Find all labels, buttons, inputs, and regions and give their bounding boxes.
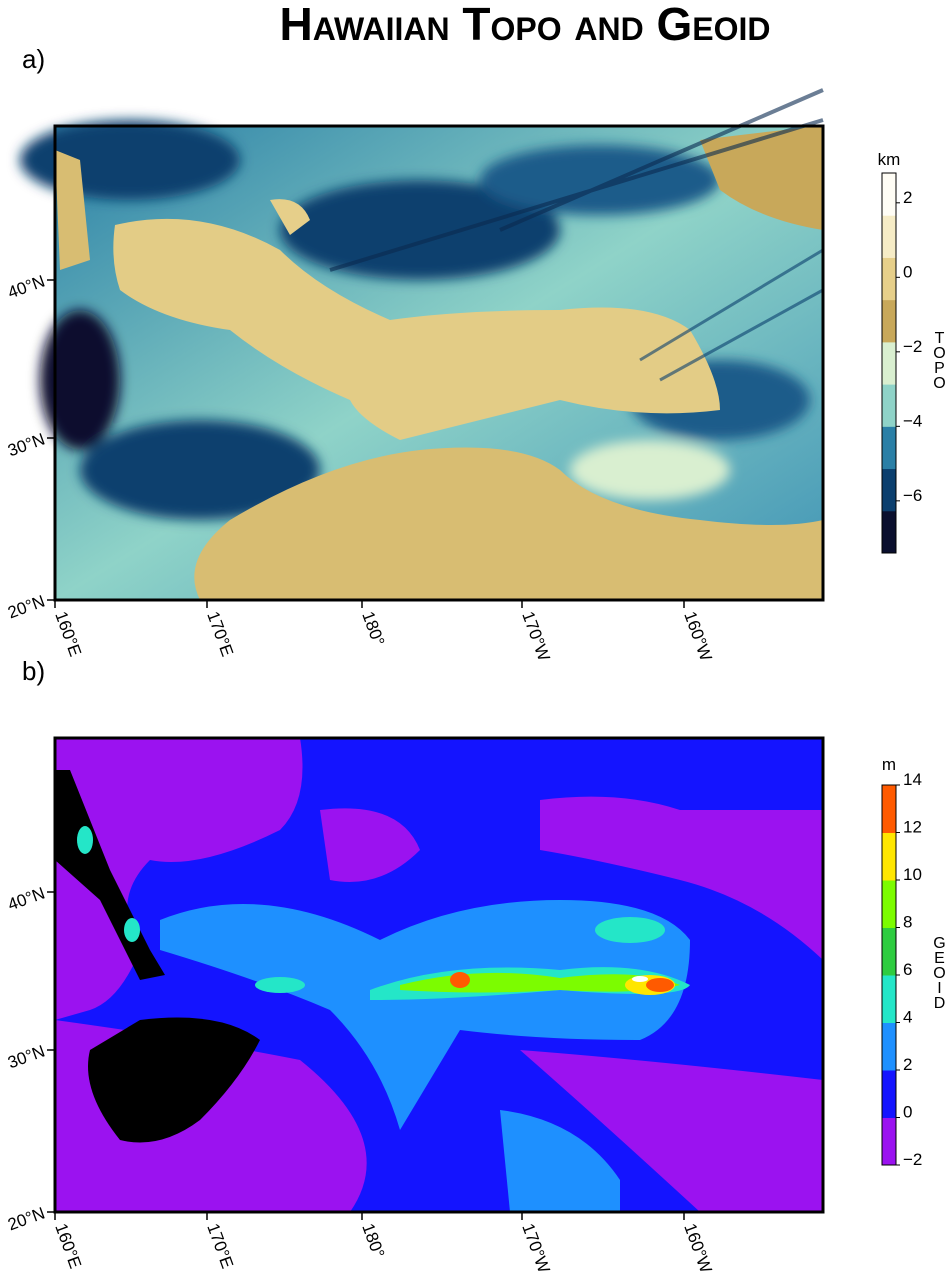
colorbar-tick-label: 0 xyxy=(903,1103,912,1122)
colorbar-label: GEOID xyxy=(931,935,946,1010)
topo-map xyxy=(20,88,824,600)
colorbar-swatch xyxy=(882,510,896,554)
colorbar-swatch xyxy=(882,384,896,427)
colorbar-swatch xyxy=(882,468,896,512)
lon-tick-label: 160°W xyxy=(680,609,715,664)
colorbar-tick-label: 2 xyxy=(903,188,912,207)
lon-tick-label: 160°E xyxy=(51,1221,85,1271)
lon-tick-label: 180° xyxy=(358,609,388,649)
lat-tick-label: 20°N xyxy=(5,1204,47,1235)
colorbar-swatch xyxy=(882,785,896,833)
colorbar-tick-label: −4 xyxy=(903,411,922,430)
colorbar-tick-label: −6 xyxy=(903,486,922,505)
lon-tick-label: 170°E xyxy=(203,609,237,659)
lat-tick-label: 40°N xyxy=(5,884,47,915)
panel-label: b) xyxy=(22,656,45,686)
colorbar-label: TOPO xyxy=(931,330,946,390)
lon-tick-label: 160°W xyxy=(680,1221,715,1276)
colorbar-swatch xyxy=(882,832,896,881)
colorbar-tick-label: 2 xyxy=(903,1055,912,1074)
colorbar-tick-label: 10 xyxy=(903,865,922,884)
lon-tick-label: 170°W xyxy=(518,1221,553,1276)
colorbar-swatch xyxy=(882,257,896,301)
panel-label: a) xyxy=(22,44,45,74)
colorbar-tick-label: 14 xyxy=(903,770,922,789)
colorbar-swatch xyxy=(882,426,896,470)
colorbar-tick-label: 0 xyxy=(903,262,912,281)
colorbar-unit: km xyxy=(878,150,901,169)
lon-tick-label: 170°E xyxy=(203,1221,237,1271)
colorbar-frame xyxy=(881,172,897,554)
lon-tick-label: 160°E xyxy=(51,609,85,659)
colorbar-swatch xyxy=(882,927,896,976)
map-frame xyxy=(53,736,825,1214)
colorbar-swatch xyxy=(882,1070,896,1118)
colorbar-swatch xyxy=(882,880,896,928)
colorbar-tick-label: 8 xyxy=(903,913,912,932)
colorbar-swatch xyxy=(882,215,896,258)
colorbar-swatch xyxy=(882,1022,896,1071)
lon-tick-label: 170°W xyxy=(518,609,553,664)
map-frame xyxy=(53,124,825,602)
geoid-map xyxy=(55,738,823,1212)
colorbar-tick-label: 12 xyxy=(903,818,922,837)
colorbar-swatch xyxy=(882,299,896,343)
colorbar-tick-label: 4 xyxy=(903,1008,912,1027)
colorbar-tick-label: 6 xyxy=(903,960,912,979)
lat-tick-label: 30°N xyxy=(5,1042,47,1073)
lat-tick-label: 30°N xyxy=(5,430,47,461)
colorbar-tick-label: −2 xyxy=(903,1150,922,1169)
title: Hawaiian Topo and Geoid xyxy=(279,0,770,50)
colorbar-swatch xyxy=(882,341,896,385)
colorbar-swatch xyxy=(882,173,896,216)
lon-tick-label: 180° xyxy=(358,1221,388,1261)
lat-tick-label: 40°N xyxy=(5,272,47,303)
colorbar-swatch xyxy=(882,975,896,1023)
colorbar-tick-label: −2 xyxy=(903,337,922,356)
colorbar-unit: m xyxy=(882,755,896,774)
lat-tick-label: 20°N xyxy=(5,592,47,623)
colorbar-swatch xyxy=(882,1117,896,1166)
